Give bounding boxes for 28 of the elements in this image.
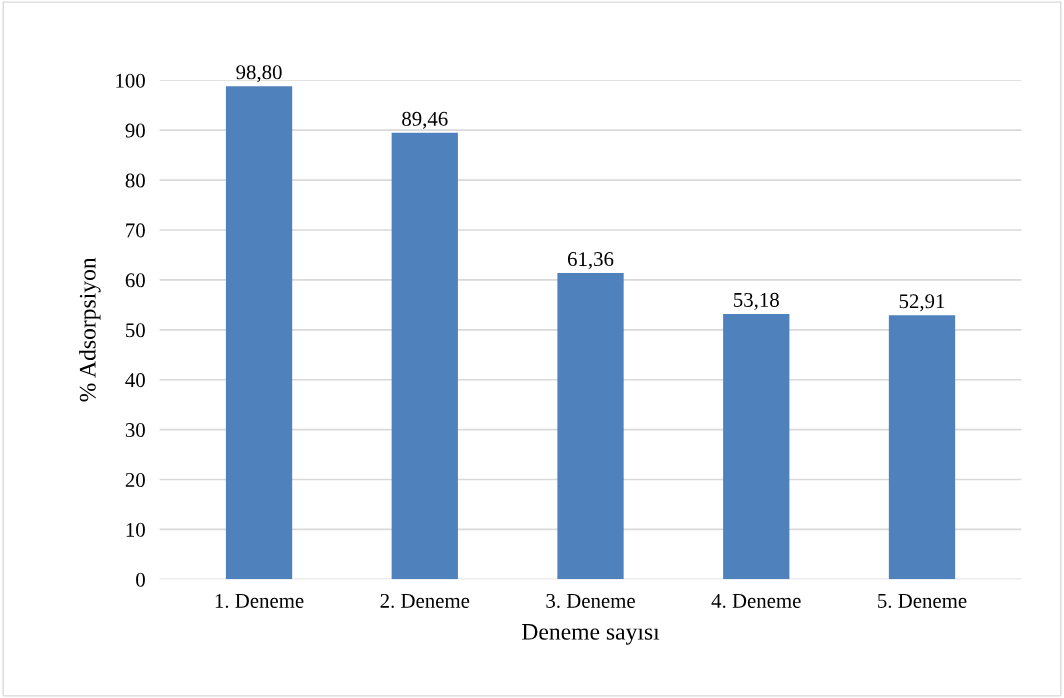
y-tick-label: 0 (136, 572, 145, 587)
x-tick-label: 5. Deneme (878, 594, 967, 608)
x-tick-label: 3. Deneme (546, 593, 635, 608)
data-label: 61,36 (567, 252, 614, 270)
y-tick-label: 80 (125, 173, 145, 188)
y-tick-label: 70 (126, 223, 145, 238)
bar (557, 273, 624, 580)
y-tick-label: 60 (125, 273, 145, 288)
x-axis-title: Deneme sayısı (522, 624, 660, 645)
data-label: 98,80 (236, 65, 282, 83)
bar (723, 313, 790, 580)
y-tick-label: 10 (126, 522, 145, 537)
x-tick-label: 2. Deneme (380, 593, 470, 608)
y-tick-label: 50 (126, 323, 145, 338)
data-label: 89,46 (402, 111, 448, 129)
data-label: 53,18 (734, 292, 779, 310)
y-axis-title: % Adsorpsiyon (79, 257, 101, 402)
y-tick-label: 30 (125, 422, 145, 438)
y-tick-label: 20 (125, 472, 145, 487)
bar (225, 86, 293, 580)
bar (391, 132, 458, 580)
x-tick-label: 1. Deneme (215, 593, 304, 608)
y-tick-label: 100 (116, 73, 145, 88)
data-label: 52,91 (899, 294, 945, 312)
bar (888, 315, 956, 580)
x-tick-label: 4. Deneme (711, 593, 801, 608)
y-tick-label: 40 (125, 373, 145, 388)
y-tick-label: 90 (125, 123, 145, 138)
